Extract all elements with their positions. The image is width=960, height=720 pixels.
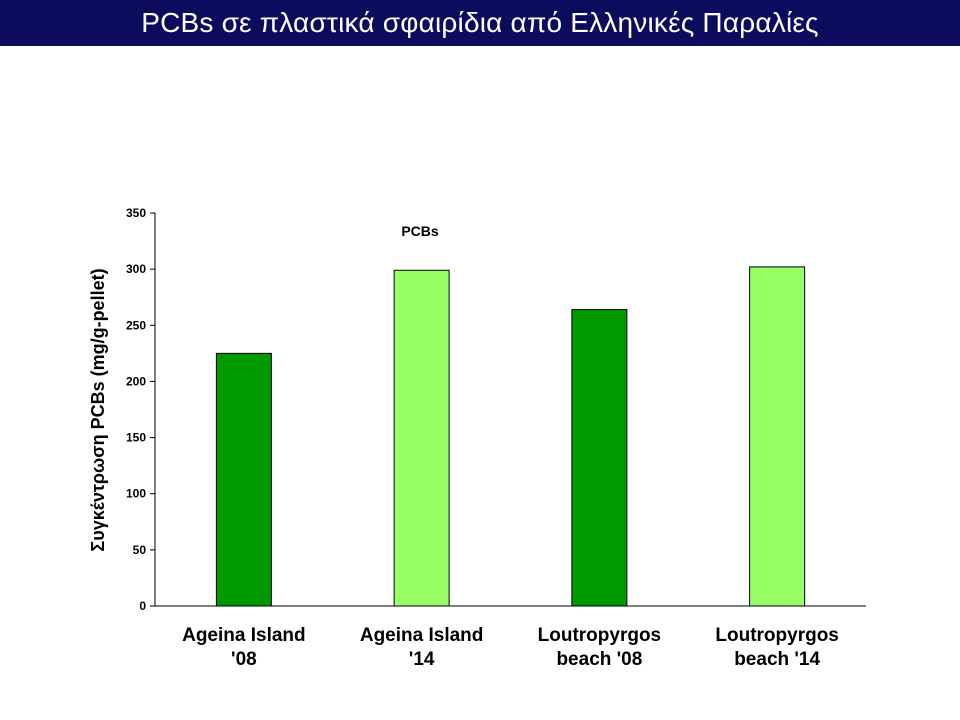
y-tick-labels: 0 50 100 150 200 250 300 350 <box>126 206 146 613</box>
x-category-labels: Ageina Island '08 Ageina Island '14 Loutropy… <box>182 625 839 670</box>
slide-title: PCBs σε πλαστικά σφαιρίδια από Ελληνικές… <box>141 7 819 38</box>
bar <box>749 266 806 607</box>
y-tick-label: 150 <box>126 431 146 445</box>
y-tick-label: 0 <box>139 599 146 613</box>
y-tick-label: 350 <box>126 206 146 220</box>
x-category-label: '08 <box>231 649 257 670</box>
chart-bars <box>215 266 806 607</box>
y-tick-label: 300 <box>126 262 146 276</box>
y-tick-label: 250 <box>126 318 146 332</box>
slide-title-bar: PCBs σε πλαστικά σφαιρίδια από Ελληνικές… <box>0 0 960 46</box>
y-tick-label: 50 <box>133 543 147 557</box>
chart-title: PCBs <box>401 223 439 239</box>
bar <box>393 269 450 607</box>
bar <box>215 352 272 607</box>
y-tick-label: 100 <box>126 487 146 501</box>
bar <box>571 309 628 607</box>
chart-axes <box>150 212 866 607</box>
x-category-label: Loutropyrgos <box>715 625 839 646</box>
y-tick-label: 200 <box>126 374 146 388</box>
x-category-label: '14 <box>409 649 435 670</box>
x-category-label: Loutropyrgos <box>538 625 662 646</box>
x-category-label: beach '08 <box>556 649 642 670</box>
x-category-label: beach '14 <box>734 649 820 670</box>
x-category-label: Ageina Island <box>182 625 306 646</box>
x-category-label: Ageina Island <box>360 625 484 646</box>
y-axis-label: Συγκέντρωση PCBs (mg/g-pellet) <box>88 268 108 551</box>
